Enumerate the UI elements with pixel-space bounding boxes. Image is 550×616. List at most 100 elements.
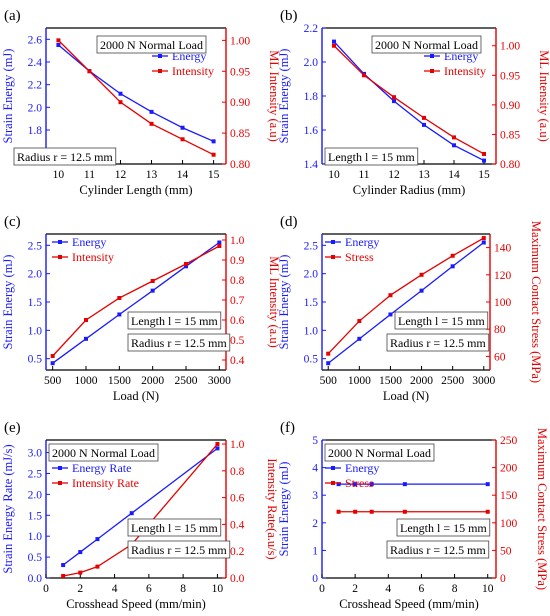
data-point	[61, 563, 66, 568]
annotation-box	[13, 147, 117, 166]
annotation-box	[324, 443, 435, 462]
y-tick-label-right: 0.8	[230, 466, 245, 478]
x-tick-label: 3000	[472, 375, 495, 387]
y-tick-label-right: 200	[500, 463, 518, 475]
data-point	[402, 509, 407, 514]
data-point	[184, 264, 188, 269]
panel-label: (e)	[4, 420, 21, 436]
data-point	[392, 95, 396, 100]
y-tick-label-right: 100	[494, 297, 512, 309]
data-point	[357, 319, 362, 324]
x-tick-label: 15	[478, 169, 490, 181]
data-point	[78, 570, 83, 575]
series-line	[57, 39, 214, 156]
annotation-box	[127, 540, 231, 559]
data-point	[184, 262, 188, 266]
data-point	[117, 296, 122, 300]
data-point	[84, 318, 88, 322]
y-tick-label-left: 1.6	[304, 125, 319, 137]
legend-label: Intensity	[72, 250, 114, 264]
x-tick-label: 8	[180, 583, 186, 595]
data-point	[332, 39, 336, 44]
data-point	[87, 69, 92, 74]
y-tick-label-left: 2.2	[28, 80, 43, 92]
panel-label: (b)	[280, 8, 298, 24]
x-tick-label: 0	[319, 583, 325, 595]
data-point	[452, 135, 456, 140]
annotation-text: Length l = 15 mm	[131, 521, 218, 535]
x-tick-label: 11	[358, 169, 369, 181]
x-tick-label: 0	[43, 583, 49, 595]
x-tick-label: 2000	[141, 375, 164, 387]
legend-marker	[158, 54, 162, 58]
chart-panel-c: (c) 500 1000 1500 2000 2500 3000 0.5 1.0 1.5 2.0 2.…	[1, 214, 281, 403]
annotation-box	[396, 518, 491, 537]
data-point	[215, 442, 220, 447]
chart-panel-d: (d) 500 1000 1500 2000 2500 3000 0.5 1.0 1.5 2.0 2.…	[277, 214, 543, 403]
data-point	[482, 158, 486, 163]
data-point	[481, 240, 486, 245]
data-point	[353, 509, 358, 514]
annotation-box	[324, 147, 419, 166]
panel-label: (d)	[280, 214, 298, 230]
annotation-text: 2000 N Normal Load	[375, 38, 478, 52]
data-point	[419, 272, 424, 277]
x-axis-label: Load (N)	[113, 389, 159, 403]
y-tick-label-right: 0.95	[230, 66, 250, 78]
data-point	[118, 100, 123, 105]
series-line	[52, 241, 220, 364]
annotation-text: Length l = 15 mm	[328, 150, 415, 164]
legend-label: Intensity	[444, 64, 486, 78]
y-tick-label-left: 2.0	[28, 102, 43, 114]
y-axis-label-left: Strain Energy (mJ)	[1, 49, 15, 144]
y-tick-label-left: 5	[312, 435, 318, 447]
data-point	[50, 361, 55, 366]
y-tick-label-right: 0.90	[500, 100, 520, 112]
data-point	[482, 151, 486, 156]
y-tick-label-left: 2.0	[304, 57, 319, 69]
series-line	[333, 45, 485, 155]
chart-panel-e: (e) 0 2 4 6 8 10 0.0 0.5 1.0 1.5 2.0 2.5 3.0 0.0 0.2 0.4…	[1, 420, 279, 611]
x-axis-label: Cylinder Length (mm)	[79, 183, 192, 197]
data-point	[388, 293, 393, 298]
data-point	[419, 288, 424, 293]
data-point	[78, 550, 83, 555]
legend-label: Intensity Rate	[72, 476, 139, 490]
x-tick-label: 6	[146, 583, 152, 595]
series-line	[52, 245, 220, 357]
y-tick-label-left: 1.5	[28, 510, 43, 522]
y-tick-label-left: 2	[312, 518, 318, 530]
y-tick-label-right: 0.80	[500, 159, 520, 171]
chart-panel-f: (f)0 2 4 6 8 10012345050100150200250Crosshead…	[277, 420, 549, 611]
data-point	[402, 482, 407, 487]
y-tick-label-right: 150	[500, 490, 518, 502]
y-tick-label-right: 50	[500, 545, 512, 557]
y-tick-label-right: 80	[494, 324, 506, 336]
legend-label: Energy	[345, 235, 379, 249]
x-tick-label: 4	[385, 583, 391, 595]
data-point	[215, 446, 220, 451]
y-tick-label-left: 1.8	[28, 125, 43, 137]
y-tick-label-left: 0.0	[28, 573, 43, 585]
y-tick-label-right: 0.6	[230, 315, 245, 327]
y-tick-label-left: 2.2	[304, 23, 319, 35]
y-tick-label-right: 0.80	[230, 159, 250, 171]
y-tick-label-left: 0.5	[28, 552, 43, 564]
y-tick-label-right: 0.90	[230, 97, 250, 109]
x-tick-label: 2	[352, 583, 358, 595]
y-tick-label-right: 0.7	[230, 295, 245, 307]
y-tick-label-right: 0	[500, 573, 506, 585]
annotation-box	[127, 518, 222, 537]
y-tick-label-left: 4	[312, 463, 318, 475]
y-axis-label-right: Intensity Rate(a.u/s)	[265, 458, 279, 559]
legend-marker	[58, 255, 62, 259]
y-tick-label-right: 120	[494, 270, 512, 282]
x-tick-label: 14	[177, 169, 189, 181]
y-tick-label-right: 100	[500, 518, 518, 530]
data-point	[485, 509, 490, 514]
data-point	[332, 43, 336, 48]
data-point	[118, 91, 123, 96]
x-tick-label: 13	[146, 169, 158, 181]
data-point	[369, 509, 374, 514]
